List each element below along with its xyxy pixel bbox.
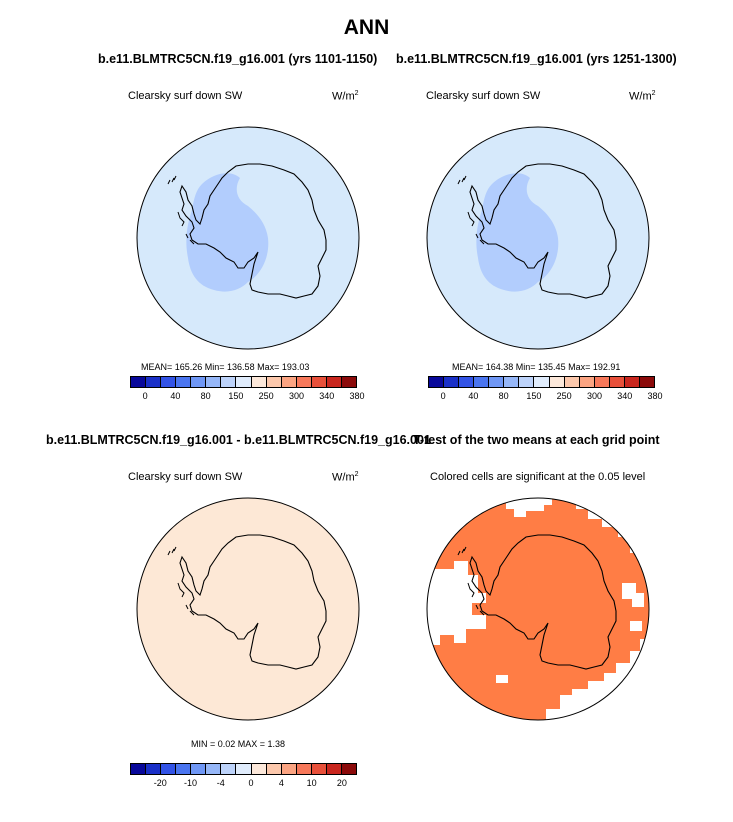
colorbar-swatch — [236, 764, 252, 774]
colorbar-tick-label: 0 — [142, 391, 148, 401]
panel1-units: W/m2 — [332, 90, 359, 103]
panel1-colorbar — [130, 376, 357, 388]
colorbar-swatch — [311, 764, 327, 774]
colorbar-swatch — [236, 377, 252, 387]
colorbar-swatch — [221, 764, 237, 774]
colorbar-tick-label: 250 — [258, 391, 274, 401]
panel2-polar-map — [426, 126, 650, 350]
colorbar-swatch — [281, 377, 297, 387]
colorbar-tick-label: 300 — [288, 391, 304, 401]
colorbar-tick-label: 4 — [278, 778, 284, 788]
colorbar-swatch — [639, 377, 654, 387]
panel3-polar-map — [136, 497, 360, 721]
panel3-label: Clearsky surf down SW — [128, 471, 243, 483]
colorbar-swatch — [534, 377, 550, 387]
colorbar-swatch — [564, 377, 580, 387]
colorbar-swatch — [161, 377, 177, 387]
colorbar-swatch — [341, 764, 356, 774]
colorbar-tick-label: 80 — [200, 391, 211, 401]
colorbar-swatch — [176, 764, 192, 774]
panel1-stats: MEAN= 165.26 Min= 136.58 Max= 193.03 — [141, 362, 310, 372]
colorbar-tick-label: 10 — [306, 778, 317, 788]
colorbar-tick-label: 380 — [647, 391, 663, 401]
colorbar-swatch — [504, 377, 520, 387]
panel3-colorbar — [130, 763, 357, 775]
colorbar-swatch — [176, 377, 192, 387]
colorbar-swatch — [296, 377, 312, 387]
colorbar-swatch — [444, 377, 460, 387]
panel2-stats: MEAN= 164.38 Min= 135.45 Max= 192.91 — [452, 362, 621, 372]
colorbar-swatch — [459, 377, 475, 387]
colorbar-swatch — [221, 377, 237, 387]
colorbar-swatch — [474, 377, 490, 387]
colorbar-swatch — [266, 764, 282, 774]
colorbar-swatch — [206, 377, 222, 387]
colorbar-tick-label: -10 — [184, 778, 198, 788]
main-title: ANN — [343, 16, 390, 39]
colorbar-tick-label: 40 — [170, 391, 181, 401]
colorbar-swatch — [266, 377, 282, 387]
colorbar-swatch — [594, 377, 610, 387]
colorbar-tick-label: 0 — [440, 391, 446, 401]
colorbar-swatch — [311, 377, 327, 387]
colorbar-swatch — [579, 377, 595, 387]
colorbar-tick-label: 340 — [319, 391, 335, 401]
panel1-polar-map — [136, 126, 360, 350]
colorbar-swatch — [549, 377, 565, 387]
colorbar-swatch — [326, 764, 342, 774]
panel4-title: T-test of the two means at each grid poi… — [413, 433, 660, 447]
colorbar-tick-label: 20 — [336, 778, 347, 788]
colorbar-swatch — [489, 377, 505, 387]
colorbar-swatch — [206, 764, 222, 774]
colorbar-swatch — [146, 377, 162, 387]
colorbar-tick-label: -20 — [153, 778, 167, 788]
panel2-units: W/m2 — [629, 90, 656, 103]
colorbar-tick-label: 250 — [556, 391, 572, 401]
colorbar-swatch — [146, 764, 162, 774]
panel2-label: Clearsky surf down SW — [426, 90, 541, 102]
colorbar-swatch — [609, 377, 625, 387]
panel3-title: b.e11.BLMTRC5CN.f19_g16.001 - b.e11.BLMT… — [46, 433, 431, 447]
colorbar-tick-label: -4 — [216, 778, 225, 788]
colorbar-swatch — [191, 764, 207, 774]
colorbar-swatch — [131, 377, 147, 387]
colorbar-swatch — [251, 377, 267, 387]
colorbar-swatch — [161, 764, 177, 774]
colorbar-tick-label: 340 — [617, 391, 633, 401]
colorbar-swatch — [341, 377, 356, 387]
colorbar-swatch — [326, 377, 342, 387]
colorbar-tick-label: 150 — [228, 391, 244, 401]
colorbar-tick-label: 80 — [498, 391, 509, 401]
colorbar-tick-label: 40 — [468, 391, 479, 401]
panel4-label: Colored cells are significant at the 0.0… — [430, 471, 646, 483]
colorbar-tick-label: 0 — [248, 778, 254, 788]
colorbar-swatch — [251, 764, 267, 774]
colorbar-swatch — [296, 764, 312, 774]
panel4-polar-map — [426, 497, 650, 721]
panel2-title: b.e11.BLMTRC5CN.f19_g16.001 (yrs 1251-13… — [396, 52, 677, 66]
panel1-label: Clearsky surf down SW — [128, 90, 243, 102]
panel3-units: W/m2 — [332, 471, 359, 484]
panel3-stats: MIN = 0.02 MAX = 1.38 — [191, 739, 286, 749]
panel1-title: b.e11.BLMTRC5CN.f19_g16.001 (yrs 1101-11… — [98, 52, 378, 66]
colorbar-swatch — [519, 377, 535, 387]
colorbar-tick-label: 150 — [526, 391, 542, 401]
colorbar-swatch — [191, 377, 207, 387]
panel2-colorbar — [428, 376, 655, 388]
colorbar-swatch — [624, 377, 640, 387]
colorbar-tick-label: 380 — [349, 391, 365, 401]
colorbar-swatch — [131, 764, 147, 774]
colorbar-tick-label: 300 — [586, 391, 602, 401]
colorbar-swatch — [429, 377, 445, 387]
colorbar-swatch — [281, 764, 297, 774]
